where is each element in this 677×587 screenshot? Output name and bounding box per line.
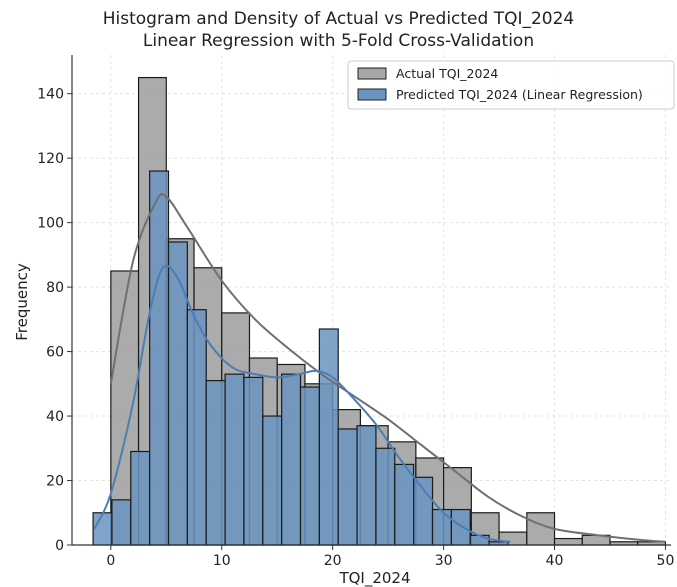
y-tick-label: 20 [46, 474, 64, 490]
y-tick-label: 140 [37, 87, 64, 103]
predicted-bar [299, 386, 320, 546]
predicted-bar [431, 508, 452, 546]
y-tick-label: 40 [46, 409, 64, 425]
predicted-bar [149, 170, 170, 546]
legend-box [347, 60, 675, 110]
x-tick-label: 40 [546, 553, 564, 569]
y-tick-label: 120 [37, 151, 64, 167]
predicted-bar [281, 373, 302, 546]
y-tick-label: 0 [55, 538, 64, 554]
legend: Actual TQI_2024 Predicted TQI_2024 (Line… [347, 60, 675, 110]
y-axis-label: Frequency [13, 263, 31, 341]
density-curve-predicted [93, 264, 511, 543]
predicted-bar [130, 450, 151, 546]
x-tick-label: 50 [657, 553, 675, 569]
legend-swatch-predicted [357, 88, 387, 101]
y-tick-label: 100 [37, 216, 64, 232]
predicted-bar [262, 415, 283, 546]
x-tick-label: 20 [324, 553, 342, 569]
predicted-bar [394, 463, 415, 546]
actual-bar [526, 512, 556, 546]
predicted-bar [205, 379, 226, 546]
x-tick-label: 30 [435, 553, 453, 569]
y-tick-label: 60 [46, 345, 64, 361]
predicted-bar [450, 508, 471, 546]
predicted-bar [224, 373, 245, 546]
predicted-bar [186, 309, 207, 546]
predicted-bar [356, 425, 377, 546]
x-tick-label: 0 [106, 553, 115, 569]
predicted-bar [375, 447, 396, 546]
chart-subtitle: Linear Regression with 5-Fold Cross-Vali… [142, 31, 535, 51]
y-tick-label: 80 [46, 280, 64, 296]
legend-label-predicted: Predicted TQI_2024 (Linear Regression) [396, 87, 643, 102]
predicted-bar [469, 534, 490, 546]
predicted-bar [111, 499, 132, 546]
x-tick-label: 10 [213, 553, 231, 569]
chart-title: Histogram and Density of Actual vs Predi… [102, 9, 575, 29]
density-curves [93, 193, 666, 543]
legend-label-actual: Actual TQI_2024 [396, 66, 498, 81]
legend-swatch-actual [357, 67, 387, 80]
x-axis-label: TQI_2024 [338, 569, 410, 587]
actual-bar [553, 537, 583, 546]
predicted-bar [92, 512, 113, 546]
predicted-bar [337, 428, 358, 546]
predicted-bar [318, 328, 339, 546]
predicted-bar [243, 376, 264, 546]
axes: 0 10 20 30 40 50 0 20 40 60 80 100 120 140 [37, 55, 674, 569]
predicted-bar [167, 241, 188, 546]
